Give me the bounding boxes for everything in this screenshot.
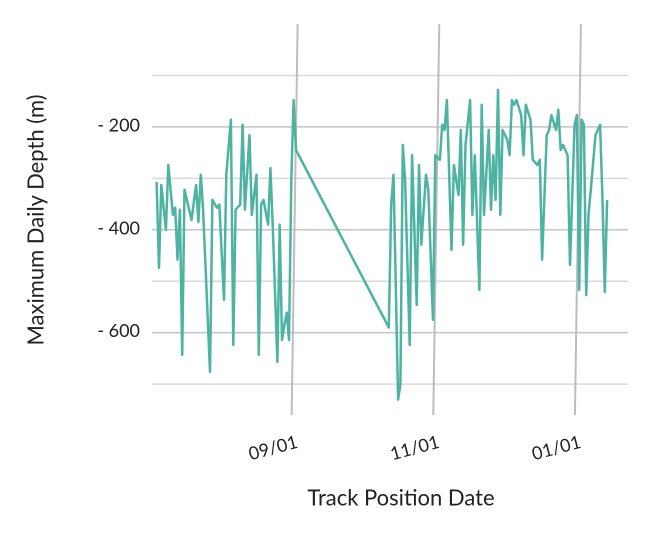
y-axis-label: Maximum Daily Depth (m) [22,94,49,345]
x-tick-label: 11/01 [388,430,442,464]
grid-line [432,23,441,416]
x-tick-label: 09/01 [246,430,300,464]
x-axis-label: Track Position Date [307,484,494,511]
y-tick-label: - 400 [97,216,140,238]
x-tick-label: 01/01 [529,430,583,464]
y-tick-label: - 200 [97,113,140,135]
data-line [155,88,609,401]
y-tick-label: - 600 [97,319,140,341]
grid-line [290,23,299,416]
